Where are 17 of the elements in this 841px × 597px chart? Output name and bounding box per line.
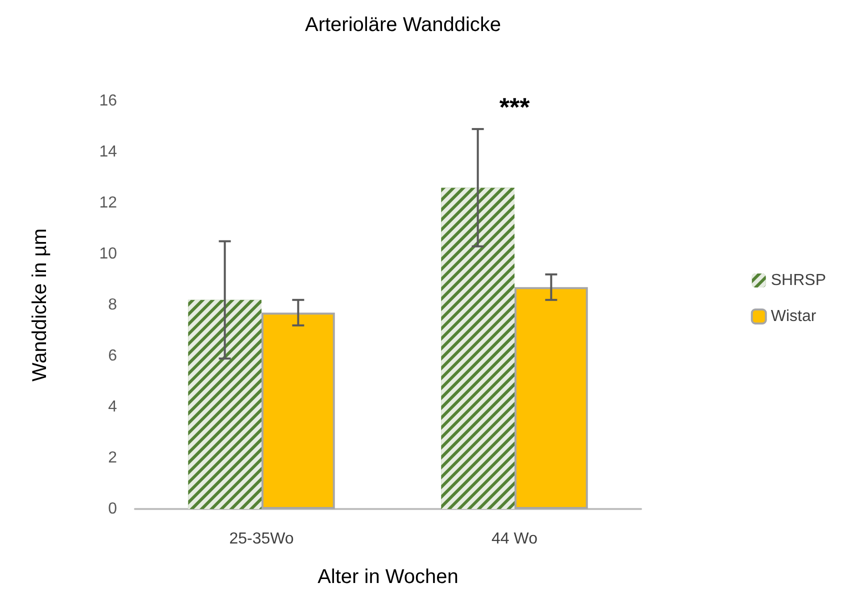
x-axis-title: Alter in Wochen — [318, 566, 458, 588]
y-tick-label: 14 — [99, 144, 118, 160]
chart-title: Arterioläre Wanddicke — [305, 14, 502, 36]
y-axis-title: Wanddicke in µm — [29, 228, 51, 382]
y-tick-label: 10 — [99, 246, 118, 262]
legend-label: SHRSP — [770, 272, 826, 289]
y-tick-label: 16 — [99, 92, 118, 110]
annotation: *** — [499, 92, 531, 122]
legend-label: Wistar — [770, 308, 817, 325]
x-tick-label: 44 Wo — [492, 530, 538, 548]
y-tick-label: 2 — [108, 450, 118, 466]
y-tick-label: 12 — [99, 194, 118, 212]
y-tick-label: 8 — [108, 296, 118, 314]
y-tick-label: 0 — [108, 500, 118, 518]
x-tick-label: 25-35Wo — [229, 530, 294, 548]
y-tick-label: 6 — [108, 348, 118, 364]
y-tick-label: 4 — [108, 398, 118, 416]
